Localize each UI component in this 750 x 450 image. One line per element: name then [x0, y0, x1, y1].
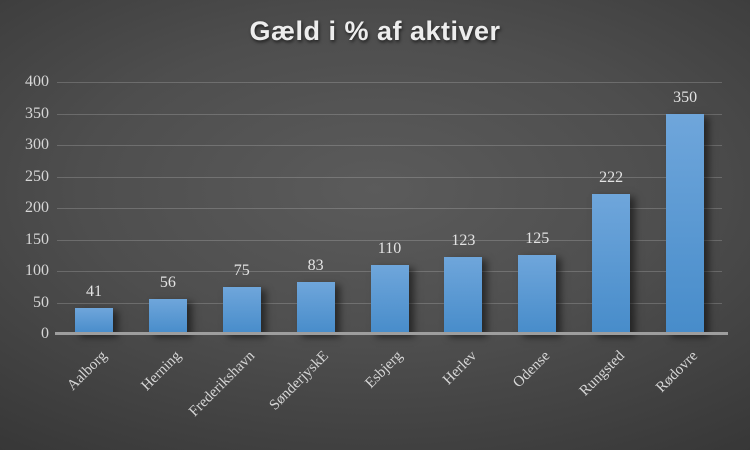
- x-axis-line: [55, 332, 728, 335]
- value-label-esbjerg: 110: [377, 239, 402, 257]
- category-slot-aalborg: 41 Aalborg: [57, 82, 131, 394]
- bar-herlev: [444, 256, 483, 334]
- category-slot-rodovre: 350 Rødovre: [648, 82, 722, 396]
- category-label-rodovre: Rødovre: [653, 348, 702, 396]
- y-tick-label-400: 400: [25, 73, 49, 90]
- category-slot-sonderjyske: 83 SønderjyskE: [266, 82, 353, 414]
- value-label-herlev: 123: [451, 231, 476, 249]
- bar-esbjerg: [370, 264, 409, 334]
- y-tick-label-0: 0: [41, 325, 49, 342]
- y-tick-label-250: 250: [25, 167, 49, 185]
- y-tick-label-150: 150: [25, 230, 49, 248]
- category-slot-esbjerg: 110 Esbjerg: [353, 82, 427, 392]
- category-label-herning: Herning: [138, 348, 185, 395]
- y-tick-label-100: 100: [25, 262, 49, 279]
- category-slot-herning: 56 Herning: [131, 82, 205, 394]
- category-label-frederikshavn: Frederikshavn: [186, 348, 259, 420]
- plot-area: 41 Aalborg 56 Herning 75 Frederikshavn 83 Sønde…: [25, 73, 728, 420]
- value-label-aalborg: 41: [85, 283, 102, 301]
- bar-rodovre: [666, 113, 705, 334]
- value-label-rungsted: 222: [599, 169, 624, 187]
- bar-aalborg: [74, 308, 113, 334]
- category-slot-rungsted: 222 Rungsted: [574, 82, 648, 399]
- bar-frederikshavn: [222, 286, 261, 334]
- value-label-sonderjyske: 83: [307, 256, 324, 274]
- gridline-200: [57, 208, 722, 209]
- value-label-frederikshavn: 75: [233, 261, 250, 279]
- category-slot-herlev: 123 Herlev: [426, 82, 500, 388]
- gridline-350: [57, 113, 722, 115]
- value-label-rodovre: 350: [673, 88, 698, 106]
- bar-herning: [148, 298, 187, 334]
- y-tick-label-350: 350: [25, 104, 49, 122]
- gridline-250: [57, 176, 722, 178]
- category-label-aalborg: Aalborg: [64, 348, 111, 394]
- category-label-herlev: Herlev: [439, 348, 480, 389]
- bar-odense: [518, 255, 557, 334]
- bar-sonderjyske: [296, 281, 335, 334]
- category-label-rungsted: Rungsted: [576, 348, 628, 400]
- gridline-300: [57, 145, 722, 146]
- category-slot-frederikshavn: 75 Frederikshavn: [186, 82, 279, 420]
- y-tick-label-200: 200: [25, 199, 49, 216]
- bar-rungsted: [592, 194, 631, 334]
- gridline-150: [57, 239, 722, 241]
- category-label-sonderjyske: SønderjyskE: [266, 348, 332, 414]
- y-tick-label-300: 300: [25, 136, 49, 153]
- category-label-esbjerg: Esbjerg: [362, 348, 406, 392]
- chart-title: Gæld i % af aktiver: [249, 16, 501, 46]
- bar-series: 41 Aalborg 56 Herning 75 Frederikshavn 83 Sønde…: [57, 82, 722, 420]
- value-label-herning: 56: [159, 273, 176, 291]
- value-label-odense: 125: [525, 230, 550, 248]
- category-slot-odense: 125 Odense: [500, 82, 574, 391]
- gridline-400: [57, 82, 722, 83]
- category-label-odense: Odense: [510, 348, 554, 392]
- y-tick-label-50: 50: [33, 293, 49, 311]
